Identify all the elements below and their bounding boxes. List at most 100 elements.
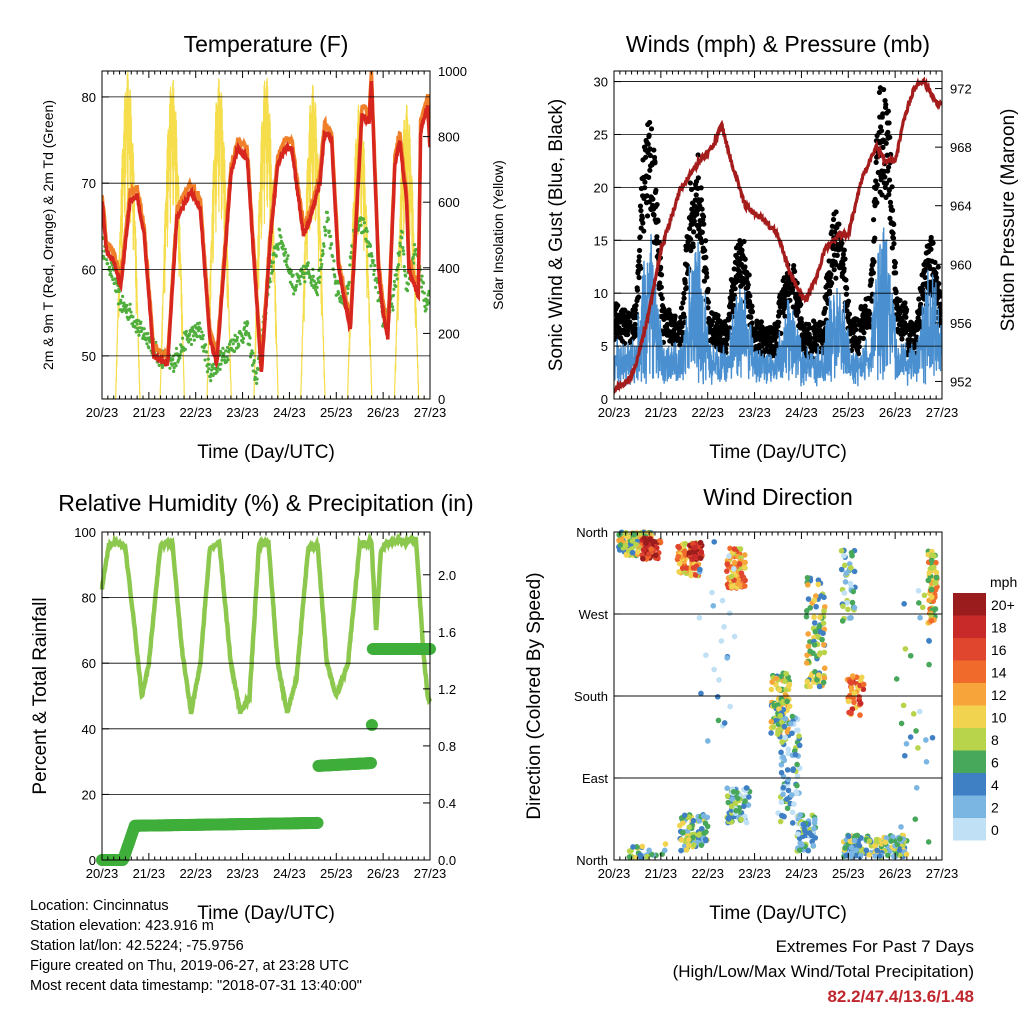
dewpoint-point [284,250,288,254]
direction-point [662,841,669,847]
dewpoint-point [106,261,110,266]
gust-point [659,295,665,302]
direction-point [851,568,858,575]
direction-point [923,737,929,743]
direction-point [742,813,748,820]
direction-point [782,715,789,722]
dewpoint-point [174,364,178,368]
dewpoint-point [119,301,123,305]
gust-point [861,330,867,336]
direction-point [805,631,811,637]
direction-point [784,805,791,812]
direction-point [785,787,792,794]
gust-point [650,196,656,202]
direction-point [714,694,721,700]
gust-point [874,200,880,206]
dewpoint-point [191,334,195,338]
direction-point [849,854,855,860]
gust-point [839,240,845,246]
direction-point [866,838,873,844]
direction-point [789,820,796,826]
dewpoint-point [188,337,193,342]
gust-point [687,225,693,232]
direction-point [812,668,818,675]
direction-point [857,678,864,684]
gust-point [928,246,934,252]
gust-point [636,258,642,264]
direction-point [860,681,867,688]
dewpoint-point [314,288,318,292]
dewpoint-point [298,282,302,286]
gust-point [880,144,886,150]
direction-point [777,818,784,825]
direction-point [724,785,730,792]
dewpoint-point [304,266,308,270]
dewpoint-point [121,294,125,298]
gust-point [856,344,862,350]
dewpoint-point [372,272,376,277]
direction-point [716,677,722,683]
gust-point [902,300,908,306]
gust-point [641,228,647,234]
direction-point [810,842,817,849]
direction-point [641,547,647,553]
dewpoint-point [427,301,430,305]
direction-point [912,816,919,822]
direction-point [805,596,812,602]
direction-point [928,612,934,618]
dewpoint-point [390,305,395,309]
direction-point [793,727,800,734]
direction-point [726,610,733,617]
direction-point [780,784,787,791]
winds-panel: Winds (mph) & Pressure (mb) 20/23 21/23 22… [546,31,1019,463]
dewpoint-point [285,257,289,261]
legend-label: 10 [991,710,1007,726]
dewpoint-point [392,287,396,291]
dewpoint-point [142,327,146,331]
dewpoint-point [269,264,273,269]
direction-point [847,580,854,587]
gust-point [652,160,658,166]
direction-point [778,799,785,806]
legend-swatch [953,660,986,683]
gust-point [694,211,700,217]
direction-point [820,620,827,626]
y-tick-label: 100 [74,525,96,540]
pressure-line [614,76,942,395]
direction-point [731,546,738,552]
dewpoint-point [319,265,323,269]
gust-point [695,175,701,181]
dewpoint-point [268,279,272,284]
direction-point [804,652,810,658]
direction-point [676,560,683,567]
humidity-plot-area [96,532,436,866]
y-tick-label: 0 [601,392,608,407]
dewpoint-point [321,249,325,253]
direction-point [776,687,783,693]
dewpoint-point [374,285,378,289]
direction-point [622,542,629,549]
dewpoint-point [137,333,141,337]
direction-point [719,597,726,604]
direction-point [842,579,849,585]
dewpoint-point [402,252,406,256]
direction-point [676,544,683,551]
y2-tick-label: 400 [438,261,460,276]
dewpoint-point [235,335,240,340]
direction-point [685,842,692,848]
x-tick-label: 24/23 [273,405,306,420]
direction-point [929,552,935,559]
direction-point [796,733,802,739]
gust-point [885,129,891,135]
dewpoint-point [225,345,230,350]
gust-point [897,297,903,304]
dewpoint-point [157,363,161,367]
direction-point [679,565,686,571]
gust-point [633,332,639,338]
direction-point [900,702,907,709]
y-tick-label: East [582,771,608,786]
gust-point [638,208,644,214]
direction-point [848,844,855,851]
dewpoint-point [323,233,328,237]
dewpoint-point [317,280,322,285]
